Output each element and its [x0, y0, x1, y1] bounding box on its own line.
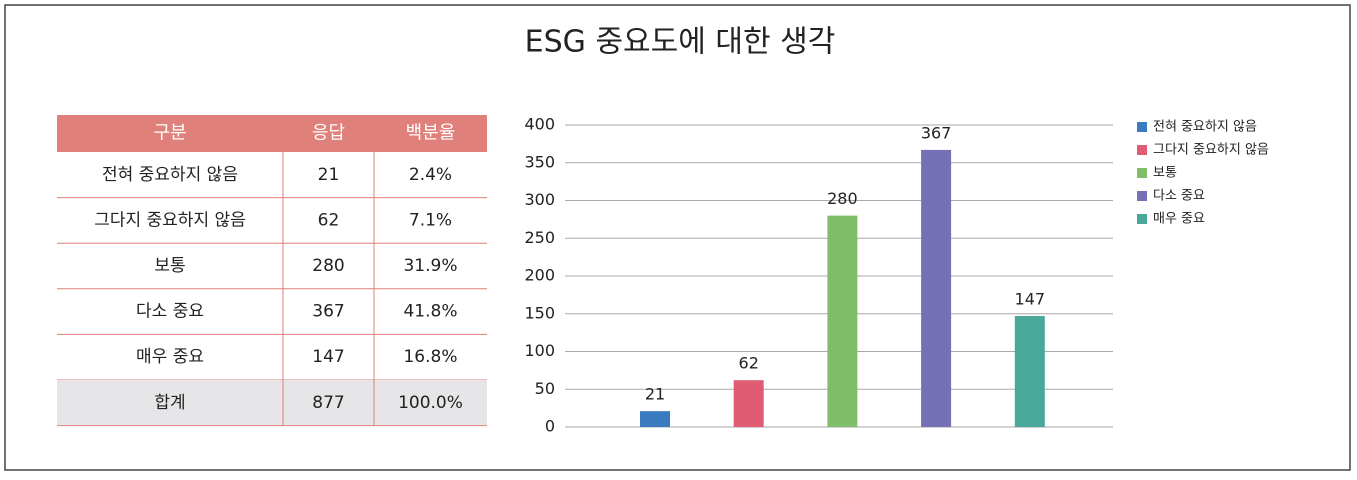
table-cell: 전혀 중요하지 않음: [102, 165, 238, 185]
table-cell: 7.1%: [409, 210, 452, 230]
y-tick-label: 400: [524, 115, 555, 134]
table-cell: 21: [318, 165, 340, 185]
table-cell: 31.9%: [403, 256, 457, 276]
data-label: 62: [739, 354, 759, 373]
bar: [640, 411, 670, 427]
legend-label: 보통: [1153, 166, 1177, 181]
table-cell: 147: [312, 347, 344, 367]
legend-label: 그다지 중요하지 않음: [1153, 143, 1269, 158]
bar: [921, 149, 952, 428]
data-label: 367: [921, 123, 952, 142]
title: ESG 중요도에 대한 생각: [525, 25, 836, 60]
table-cell: 62: [318, 210, 340, 230]
legend-swatch: [1137, 145, 1147, 155]
legend-label: 다소 중요: [1153, 189, 1205, 204]
table-cell: 보통: [154, 256, 185, 276]
table-header: 응답: [312, 123, 345, 144]
legend-label: 매우 중요: [1153, 212, 1205, 227]
table-cell: 2.4%: [409, 165, 452, 185]
y-tick-label: 150: [524, 303, 555, 322]
y-tick-label: 300: [524, 190, 555, 209]
table-cell: 다소 중요: [136, 302, 204, 322]
legend-swatch: [1137, 214, 1147, 224]
bar: [733, 380, 764, 427]
legend-swatch: [1137, 191, 1147, 201]
bar: [1014, 316, 1045, 427]
y-tick-label: 100: [524, 341, 555, 360]
table-header: 백분율: [406, 123, 456, 144]
table-cell: 41.8%: [403, 302, 457, 322]
table-cell: 100.0%: [398, 393, 463, 413]
bar: [827, 215, 858, 427]
data-label: 21: [645, 385, 665, 404]
table-cell: 16.8%: [403, 347, 457, 367]
y-tick-label: 200: [524, 266, 555, 285]
table-header: 구분: [153, 123, 186, 144]
table-cell: 877: [312, 393, 344, 413]
legend-swatch: [1137, 122, 1147, 132]
table-cell: 합계: [154, 393, 185, 413]
data-label: 147: [1015, 290, 1046, 309]
data-label: 280: [827, 189, 858, 208]
y-tick-label: 50: [535, 379, 555, 398]
y-tick-label: 250: [524, 228, 555, 247]
table-cell: 280: [312, 256, 344, 276]
legend-swatch: [1137, 168, 1147, 178]
y-tick-label: 350: [524, 152, 555, 171]
table-header-bg: [57, 115, 487, 152]
table-cell: 그다지 중요하지 않음: [94, 210, 246, 230]
table-cell: 매우 중요: [136, 347, 204, 367]
legend-label: 전혀 중요하지 않음: [1153, 120, 1257, 135]
table-total-bg: [57, 380, 487, 426]
table-cell: 367: [312, 302, 344, 322]
y-tick-label: 0: [545, 417, 555, 436]
